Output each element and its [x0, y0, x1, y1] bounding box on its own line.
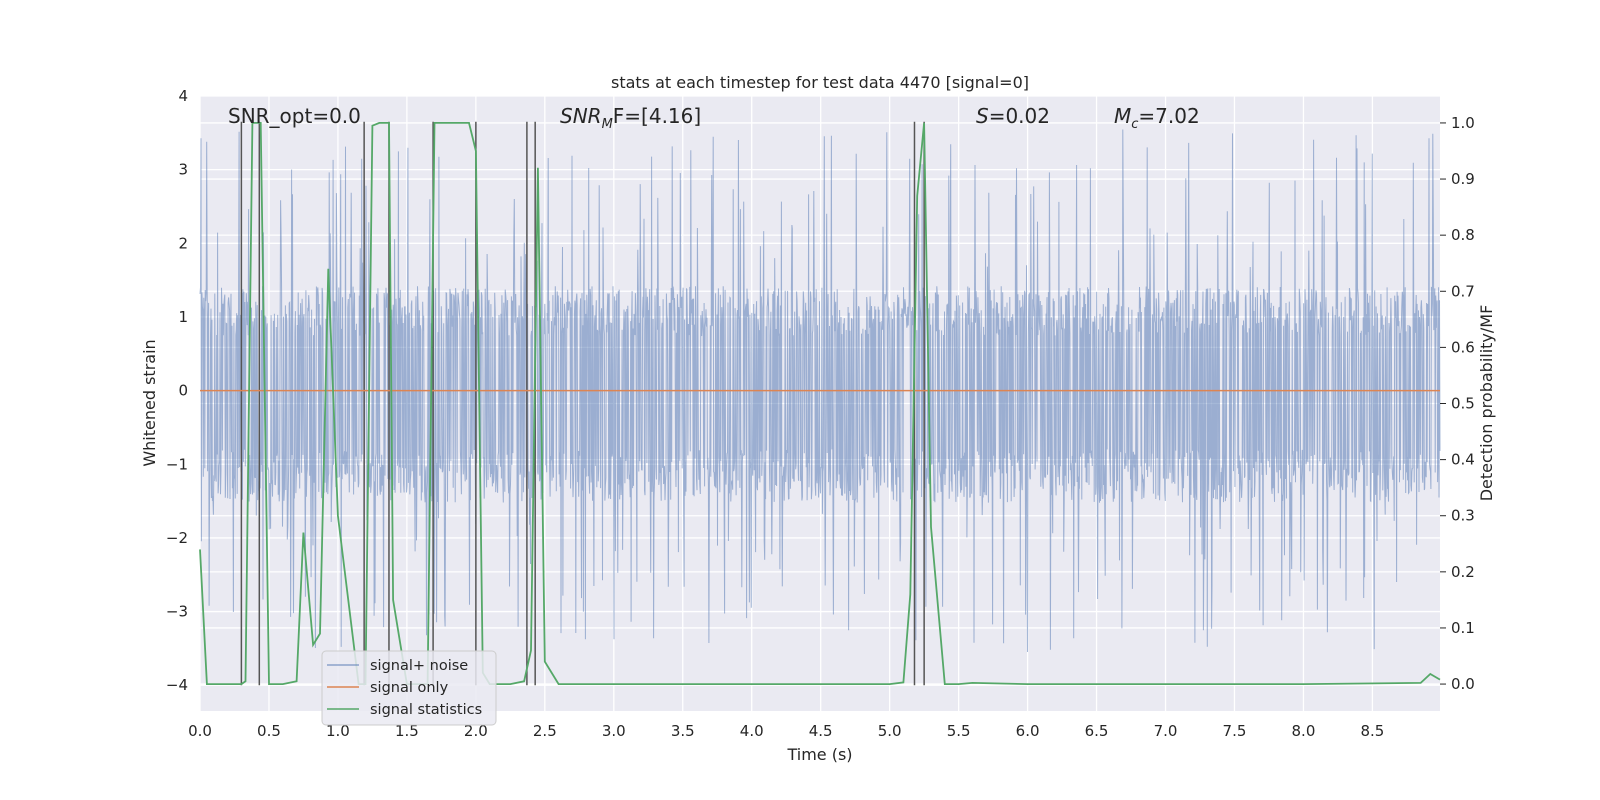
y-left-tick-label: 2: [178, 234, 188, 252]
x-tick-label: 0.5: [257, 722, 281, 740]
x-axis-ticks: 0.0 0.5 1.0 1.5 2.0 2.5 3.0 3.5 4.0 4.5 5.0 5.5 6.0 6…: [188, 722, 1384, 740]
s-tail: =0.02: [989, 104, 1050, 128]
mc-annotation: Mc=7.02: [1114, 104, 1200, 132]
snr-opt-annotation: SNR_opt=0.0: [228, 104, 361, 128]
signal-noise-line: [199, 129, 1441, 653]
snr-mf-main: SNR: [560, 104, 602, 128]
y-right-tick-label: 0.4: [1451, 451, 1475, 469]
x-tick-label: 6.0: [1016, 722, 1040, 740]
y-right-tick-label: 0.1: [1451, 619, 1475, 637]
y-right-axis-ticks: 1.0 0.9 0.8 0.7 0.6 0.5 0.4 0.3 0.2 0.1 0.0: [1440, 114, 1475, 693]
snr-mf-tail: F=[4.16]: [613, 104, 701, 128]
signal-statistics-line: [199, 122, 1441, 685]
y-right-tick-label: 0.7: [1451, 282, 1475, 300]
y-left-tick-label: 3: [178, 161, 188, 179]
x-tick-label: 4.5: [809, 722, 833, 740]
x-tick-label: 5.5: [947, 722, 971, 740]
signal-noise-series: [199, 129, 1441, 653]
x-tick-label: 3.0: [602, 722, 626, 740]
snr-mf-sub: M: [602, 117, 613, 132]
x-tick-label: 3.5: [671, 722, 695, 740]
x-tick-label: 1.0: [326, 722, 350, 740]
y-left-tick-label: 4: [178, 87, 188, 105]
y-right-tick-label: 0.8: [1451, 226, 1475, 244]
legend-label-signal-noise: signal+ noise: [370, 658, 468, 674]
x-tick-label: 6.5: [1085, 722, 1109, 740]
y-right-tick-label: 0.3: [1451, 507, 1475, 525]
y-left-tick-label: −4: [166, 676, 188, 694]
y-right-tick-label: 0.0: [1451, 675, 1475, 693]
y-left-axis-label: Whitened strain: [140, 339, 159, 466]
x-tick-label: 4.0: [740, 722, 764, 740]
snr-mf-annotation: SNRMF=[4.16]: [560, 104, 701, 132]
y-right-tick-label: 0.9: [1451, 170, 1475, 188]
y-left-tick-label: 0: [178, 382, 188, 400]
y-right-tick-label: 0.6: [1451, 338, 1475, 356]
x-tick-label: 5.0: [878, 722, 902, 740]
y-left-tick-label: −3: [166, 603, 188, 621]
legend: signal+ noise signal only signal statist…: [321, 650, 497, 726]
x-tick-label: 1.5: [395, 722, 419, 740]
chart-title: stats at each timestep for test data 447…: [611, 73, 1029, 92]
x-tick-label: 0.0: [188, 722, 212, 740]
mc-tail: =7.02: [1138, 104, 1199, 128]
x-tick-label: 7.0: [1154, 722, 1178, 740]
s-annotation: S=0.02: [976, 104, 1050, 128]
y-right-tick-label: 1.0: [1451, 114, 1475, 132]
y-left-tick-label: 1: [178, 308, 188, 326]
mc-main: M: [1114, 104, 1131, 128]
y-left-axis-ticks: 4 3 2 1 0 −1 −2 −3 −4: [166, 87, 188, 694]
legend-label-signal-statistics: signal statistics: [370, 702, 482, 718]
mc-sub: c: [1131, 117, 1138, 132]
legend-label-signal-only: signal only: [370, 680, 449, 696]
x-tick-label: 2.5: [533, 722, 557, 740]
x-axis-label: Time (s): [786, 745, 852, 764]
signal-statistics-series: [199, 122, 1441, 685]
x-tick-label: 8.5: [1360, 722, 1384, 740]
x-tick-label: 2.0: [464, 722, 488, 740]
y-left-tick-label: −1: [166, 455, 188, 473]
y-right-axis-label: Detection probability/MF: [1477, 305, 1496, 502]
y-left-tick-label: −2: [166, 529, 188, 547]
legend-box: [321, 650, 497, 726]
s-main: S: [976, 104, 989, 128]
x-tick-label: 7.5: [1223, 722, 1247, 740]
x-tick-label: 8.0: [1292, 722, 1316, 740]
y-right-tick-label: 0.2: [1451, 563, 1475, 581]
y-right-tick-label: 0.5: [1451, 395, 1475, 413]
